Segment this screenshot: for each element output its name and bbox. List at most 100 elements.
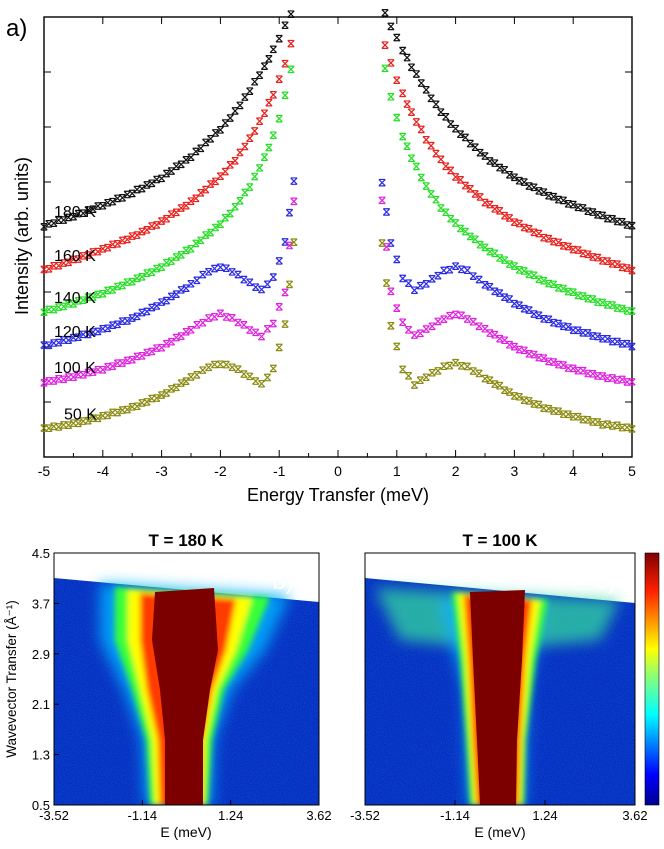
data-point <box>381 9 389 17</box>
data-point <box>613 376 621 384</box>
data-point <box>463 266 471 275</box>
x-tick-label: 1 <box>393 463 401 479</box>
data-point <box>234 365 242 374</box>
panel-c-elastic-band <box>470 590 525 805</box>
data-point <box>138 272 146 281</box>
data-point <box>153 175 161 184</box>
data-point <box>290 177 298 185</box>
data-point <box>471 143 479 152</box>
data-point <box>515 345 523 354</box>
data-point <box>104 198 112 207</box>
data-point <box>138 184 146 193</box>
data-point <box>172 333 180 342</box>
data-point <box>153 344 161 352</box>
data-point <box>500 293 509 302</box>
data-point <box>182 156 190 164</box>
data-point <box>55 261 63 270</box>
data-point <box>197 144 205 153</box>
data-point <box>618 304 626 313</box>
data-point <box>594 253 602 262</box>
data-point <box>128 355 136 364</box>
data-point <box>192 194 200 203</box>
data-point <box>540 354 548 363</box>
data-point <box>251 127 259 135</box>
data-point <box>108 286 117 294</box>
data-point <box>257 332 266 341</box>
data-point <box>540 404 548 412</box>
data-point <box>241 93 249 101</box>
data-point <box>417 125 425 134</box>
data-point <box>475 322 483 331</box>
data-point <box>153 221 161 229</box>
data-point <box>549 318 558 327</box>
data-point <box>481 198 489 207</box>
data-point <box>381 41 389 49</box>
data-point <box>74 297 82 305</box>
data-point <box>269 364 277 373</box>
data-point <box>138 308 146 317</box>
data-point <box>59 421 68 429</box>
data-point <box>153 264 161 273</box>
data-point <box>428 322 436 331</box>
data-point <box>265 98 273 107</box>
data-point <box>437 204 445 212</box>
data-point <box>94 365 102 374</box>
series-label: 140 K <box>54 290 96 307</box>
data-point <box>241 188 249 197</box>
data-point <box>118 281 127 290</box>
data-point <box>486 282 494 291</box>
data-point <box>263 324 272 333</box>
data-point <box>481 281 489 289</box>
data-point <box>584 416 592 424</box>
data-point <box>187 326 195 334</box>
x-tick-label: 1.24 <box>218 808 243 823</box>
data-point <box>182 377 190 385</box>
data-point <box>157 263 166 271</box>
data-point <box>525 397 533 405</box>
data-point <box>505 388 514 396</box>
data-point <box>167 167 176 175</box>
data-point <box>442 162 450 171</box>
data-point <box>475 369 483 378</box>
data-point <box>412 162 421 171</box>
x-tick-label: 1.24 <box>532 808 557 823</box>
data-point <box>281 59 289 68</box>
data-point <box>545 234 553 243</box>
data-point <box>118 359 127 367</box>
data-point <box>579 249 587 258</box>
data-point <box>535 353 543 362</box>
data-point <box>228 363 236 372</box>
data-point <box>275 75 283 83</box>
series-160-k <box>40 39 636 275</box>
data-point <box>569 245 577 254</box>
data-point <box>265 143 273 152</box>
data-point <box>246 134 254 143</box>
panel-a-series <box>40 9 636 433</box>
data-point <box>74 333 82 341</box>
data-point <box>447 166 455 175</box>
x-tick-label: 5 <box>628 463 636 479</box>
data-point <box>545 191 553 200</box>
data-point <box>285 241 294 250</box>
data-point <box>428 368 436 377</box>
data-point <box>205 363 213 372</box>
data-point <box>589 295 597 303</box>
data-point <box>481 374 489 383</box>
data-point <box>99 201 107 210</box>
data-point <box>554 284 563 292</box>
data-point <box>108 197 117 206</box>
series-100-k <box>40 196 636 387</box>
data-point <box>491 159 499 167</box>
panel-a-series-labels: 180 K 160 K 140 K 120 K 100 K 50 K <box>54 204 97 423</box>
data-point <box>569 200 577 209</box>
data-point <box>515 301 523 310</box>
data-point <box>153 302 161 310</box>
data-point <box>216 220 225 229</box>
data-point <box>535 187 543 195</box>
data-point <box>59 216 68 224</box>
data-point <box>525 270 533 279</box>
data-point <box>64 300 73 308</box>
data-point <box>434 317 442 326</box>
y-tick-label: 4.5 <box>32 546 50 561</box>
